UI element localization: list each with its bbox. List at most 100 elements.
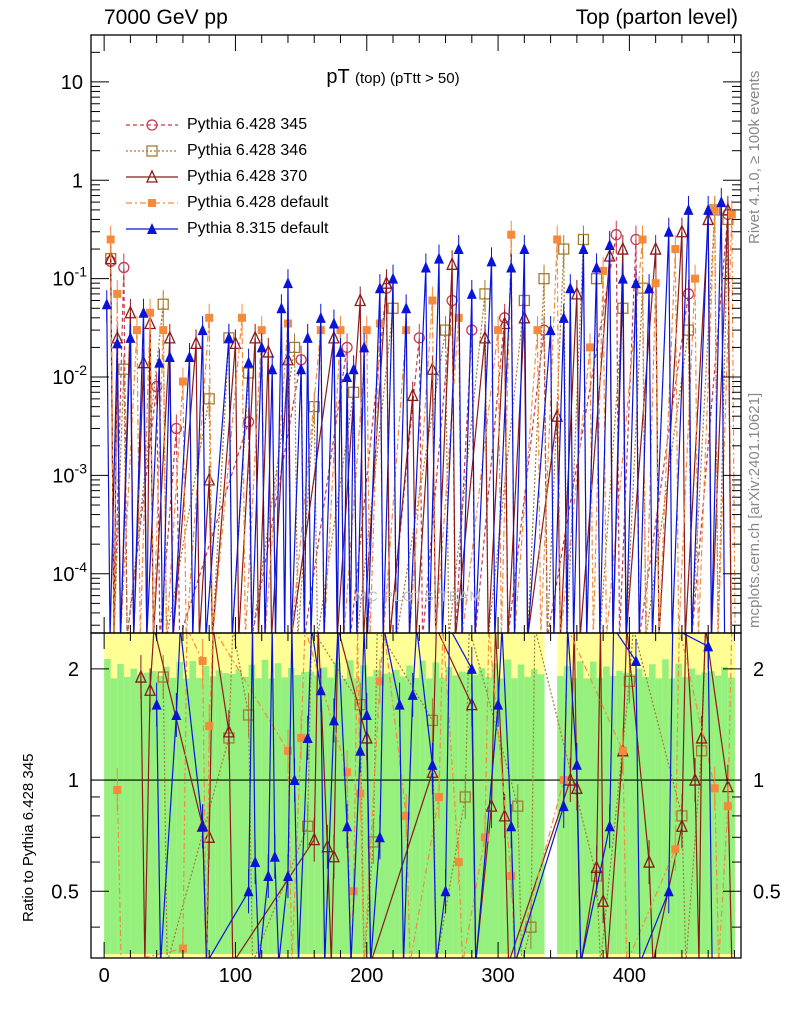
legend-swatch (126, 145, 178, 157)
legend-label: Pythia 6.428 346 (187, 142, 308, 159)
ratio-series-4-point (302, 731, 313, 743)
ratio-series-4-point (197, 820, 208, 832)
ratio-series-3-point (710, 784, 719, 793)
series-1-point (682, 288, 695, 300)
series-5-point (348, 363, 359, 375)
series-5-point (256, 341, 267, 353)
main-y-tick-label: 10-4 (52, 559, 87, 586)
ratio-series-4-point (663, 885, 674, 897)
ratio-series-2-point (695, 730, 708, 744)
series-3-point (570, 286, 583, 300)
series-4-point (362, 326, 371, 335)
series-5-point (184, 350, 195, 362)
series-5-point (591, 261, 602, 273)
series-4-point (238, 313, 247, 322)
series-5-point (617, 272, 628, 284)
ratio-series-2-point (564, 772, 577, 786)
ratio-series-3 (113, 633, 733, 958)
series-4-point (727, 210, 736, 219)
ratio-series-4-point (151, 698, 162, 710)
series-5-point (558, 311, 569, 323)
ratio-series-2-point (590, 859, 603, 874)
x-tick-label: 200 (350, 965, 383, 987)
series-5-point (243, 356, 254, 368)
ratio-series-4-point (394, 698, 405, 710)
series-1-point (242, 416, 255, 428)
series-3-point (190, 335, 203, 350)
series-4-point (106, 235, 115, 244)
ratio-series-4-point (571, 758, 582, 770)
main-y-tick-label: 1 (72, 170, 83, 192)
ratio-series-4-point (374, 831, 385, 843)
series-2-point (288, 341, 301, 354)
series-5-point (716, 196, 727, 208)
series-4-point (257, 326, 266, 335)
series-5-point (101, 298, 112, 310)
series-5-point (630, 277, 641, 289)
series-3-point (354, 292, 367, 307)
series-5-point (545, 324, 556, 336)
watermark: MC PLOTS TEAM (355, 588, 483, 604)
series-4-point (132, 326, 141, 335)
plot-title-sub: (top) (pTtt > 50) (354, 70, 460, 87)
ratio-series-3-point (375, 677, 384, 686)
series-5-point (359, 341, 370, 353)
ratio-series-4-point (315, 684, 326, 696)
series-5-point (663, 225, 674, 237)
series-5-point (466, 287, 477, 299)
ratio-series-1-point (459, 791, 471, 803)
ratio-series-4-point (604, 820, 615, 832)
ratio-series-3-point (356, 789, 365, 798)
ratio-series-2-point (308, 832, 321, 846)
series-5-point (267, 363, 278, 375)
series-4-point (599, 266, 608, 275)
series-3-point (498, 315, 511, 330)
ratio-series-3-point (113, 785, 122, 794)
mcplots-reference-label: mcplots.cern.ch [arXiv:2401.10621] (746, 392, 763, 628)
series-2-point (439, 324, 452, 336)
ratio-series-1-point (512, 800, 524, 812)
ratio-series-1-line (162, 633, 706, 958)
series-4-point (585, 343, 594, 352)
legend-swatch (126, 199, 178, 207)
series-5-point (506, 261, 517, 273)
x-tick-label: 300 (481, 965, 514, 987)
ratio-series-4-point (250, 856, 261, 868)
series-5-point (683, 203, 694, 215)
legend-marker (148, 199, 156, 207)
series-4-point (638, 235, 647, 244)
series-4-point (651, 279, 660, 288)
series-4-point (494, 326, 503, 335)
plot-title-main: pT (326, 66, 350, 88)
ratio-series-3-point (480, 833, 489, 842)
ratio-series-2-point (643, 854, 656, 868)
series-5-point (578, 243, 589, 255)
main-panel-series (101, 188, 736, 633)
series-1-point (341, 341, 353, 354)
ratio-y-tick-label-right: 0.5 (753, 881, 781, 903)
series-3-point (426, 361, 439, 375)
series-3-point (478, 330, 491, 344)
series-3-point (406, 387, 419, 402)
ratio-series-1-point (354, 698, 366, 711)
series-5-point (276, 302, 287, 314)
series-5-point (644, 282, 655, 294)
ratio-series-3-point (343, 768, 352, 777)
ratio-series-2-point (327, 849, 340, 863)
main-y-tick-label: 10-1 (52, 264, 87, 291)
series-2-point (157, 298, 169, 310)
series-5-point (374, 282, 385, 294)
ratio-series-4-point (361, 708, 372, 720)
ratio-series-4-point (355, 744, 366, 756)
ratio-series-4-point (328, 714, 339, 726)
series-3-point (163, 330, 176, 344)
series-4-point (113, 289, 122, 298)
ratio-series-1-point (302, 820, 314, 832)
ratio-y-tick-label-right: 1 (753, 770, 764, 792)
ratio-series-1-point (623, 675, 636, 687)
series-1-point (118, 261, 130, 274)
ratio-y-tick-label: 1 (68, 770, 79, 792)
ratio-series-2-point (498, 808, 511, 822)
ratio-series-3-point (454, 858, 463, 867)
ratio-panel-series (113, 633, 734, 958)
